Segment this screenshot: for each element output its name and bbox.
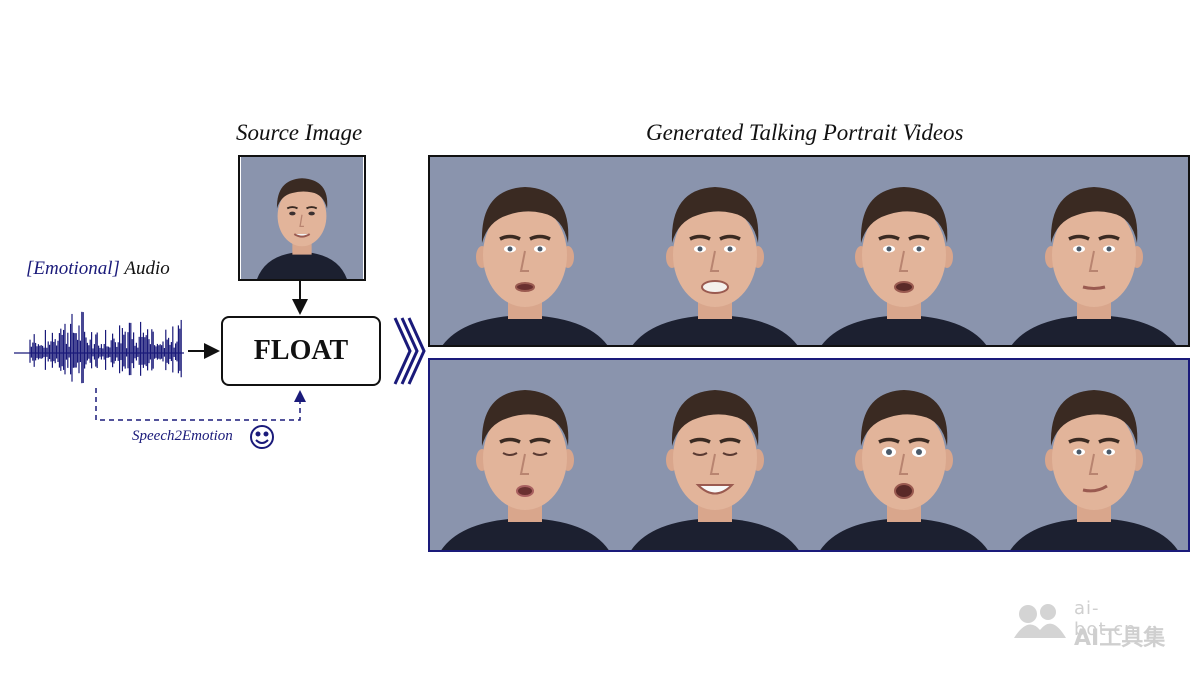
top-frame-3	[809, 157, 999, 345]
output-chevron-icon	[393, 317, 426, 385]
top-frame-4	[998, 157, 1188, 345]
float-model-box: FLOAT	[221, 316, 381, 386]
bottom-frame-4	[998, 360, 1188, 550]
audio-label: [Emotional] Audio	[26, 258, 170, 280]
watermark-logo-icon	[1014, 604, 1066, 638]
top-frame-1	[430, 157, 620, 345]
watermark-name: AI工具集	[1074, 626, 1166, 651]
bottom-frame-1	[430, 360, 620, 550]
top-frame-2	[619, 157, 809, 345]
source-image-label: Source Image	[236, 120, 363, 145]
source-image	[238, 155, 366, 281]
audio-word: Audio	[124, 258, 170, 279]
generated-strip-bottom	[428, 358, 1190, 552]
source-portrait	[241, 157, 363, 279]
generated-videos-label: Generated Talking Portrait Videos	[646, 120, 964, 145]
audio-waveform	[14, 311, 184, 384]
emotional-tag: [Emotional]	[26, 258, 120, 279]
bottom-frame-3	[809, 360, 999, 550]
speech2emotion-label: Speech2Emotion	[132, 428, 233, 444]
speech2emotion-path	[95, 388, 306, 421]
smiley-icon	[250, 425, 274, 449]
bottom-frame-2	[619, 360, 809, 550]
generated-strip-top	[428, 155, 1190, 347]
watermark-url: ai-bot.cn	[1074, 598, 1137, 640]
